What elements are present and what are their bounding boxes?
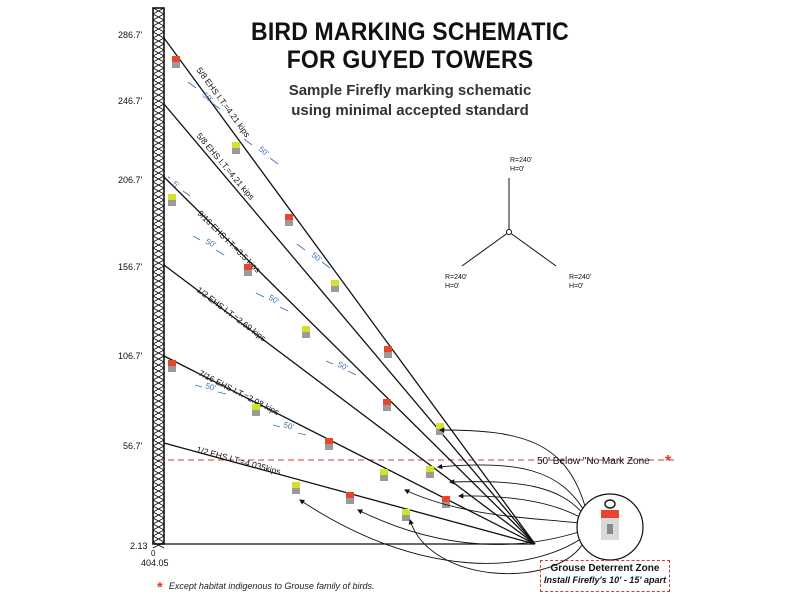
height-label-base: 2.13 bbox=[130, 541, 148, 551]
height-label-156: 156.7' bbox=[118, 262, 143, 272]
firefly-marker bbox=[346, 492, 354, 504]
pointer-arrow bbox=[436, 463, 586, 513]
footnote-star: * bbox=[157, 579, 163, 596]
firefly-marker bbox=[426, 466, 434, 478]
pointer-arrow bbox=[457, 493, 586, 521]
spacing-labels: 50' 50' 5' 50' 50' 50' 50' 50' 50' bbox=[171, 90, 350, 431]
firefly-marker bbox=[383, 399, 391, 411]
firefly-marker bbox=[252, 404, 260, 416]
firefly-marker bbox=[380, 469, 388, 481]
height-label-106: 106.7' bbox=[118, 351, 143, 361]
firefly-marker bbox=[168, 194, 176, 206]
firefly-marker bbox=[292, 482, 300, 494]
plan-label-left-r: R=240' bbox=[445, 274, 467, 281]
pointer-arrow bbox=[448, 479, 586, 517]
title-line-1: BIRD MARKING SCHEMATIC bbox=[251, 18, 569, 46]
footnote-text: Except habitat indigenous to Grouse fami… bbox=[168, 581, 375, 591]
spacing-label: 5' bbox=[171, 179, 181, 190]
spacing-label: 50' bbox=[267, 293, 281, 306]
plan-label-top-r: R=240' bbox=[510, 157, 532, 164]
height-labels: 286.7' 246.7' 206.7' 156.7' 106.7' 56.7'… bbox=[118, 30, 169, 568]
firefly-marker bbox=[244, 264, 252, 276]
wire-labels: 5/8 EHS I.T.=4.21 kips 5/8 EHS I.T.=4.21… bbox=[194, 65, 281, 476]
firefly-marker bbox=[402, 509, 410, 521]
plan-label-top-h: H=0' bbox=[510, 166, 524, 173]
pointer-arrow bbox=[438, 427, 586, 507]
spacing-arrows bbox=[167, 81, 357, 436]
firefly-marker bbox=[325, 438, 333, 450]
grouse-deterrent-zone-box: Grouse Deterrent Zone Install Firefly's … bbox=[540, 560, 670, 592]
guy-wires bbox=[163, 37, 536, 545]
firefly-marker bbox=[172, 56, 180, 68]
guy-wire-3 bbox=[163, 176, 536, 545]
height-label-206: 206.7' bbox=[118, 175, 143, 185]
spacing-label: 50' bbox=[282, 420, 295, 432]
pointer-arrow bbox=[408, 518, 586, 575]
firefly-marker bbox=[285, 214, 293, 226]
firefly-marker bbox=[384, 346, 392, 358]
subtitle-line-1: Sample Firefly marking schematic bbox=[288, 82, 532, 99]
plan-view-diagram bbox=[461, 178, 557, 267]
title-line-2: FOR GUYED TOWERS bbox=[286, 46, 534, 74]
guy-wire-2 bbox=[163, 103, 536, 545]
firefly-detail-circle bbox=[576, 493, 644, 561]
footnote: * Except habitat indigenous to Grouse fam… bbox=[157, 579, 374, 596]
firefly-marker bbox=[232, 142, 240, 154]
height-label-286: 286.7' bbox=[118, 30, 143, 40]
spacing-label: 50' bbox=[257, 144, 271, 158]
tower-mast bbox=[152, 7, 165, 549]
spacing-label: 50' bbox=[204, 237, 218, 250]
spacing-label: 50' bbox=[204, 381, 217, 393]
firefly-marker bbox=[442, 496, 450, 508]
plan-label-left-h: H=0' bbox=[445, 283, 459, 290]
firefly-marker bbox=[436, 423, 444, 435]
firefly-marker bbox=[302, 326, 310, 338]
height-label-246: 246.7' bbox=[118, 96, 143, 106]
pointer-arrow bbox=[357, 509, 586, 545]
firefly-marker bbox=[331, 280, 339, 292]
grouse-zone-subtitle: Install Firefly's 10' - 15' apart bbox=[544, 575, 666, 585]
pointer-arrow bbox=[404, 489, 586, 525]
guy-wire-4 bbox=[163, 264, 536, 545]
subtitle-line-2: using minimal accepted standard bbox=[291, 102, 529, 119]
wire-label-5: 7/16 EHS I.T.=2.08 kips bbox=[197, 368, 281, 417]
base-distance-label: 404.05 bbox=[141, 558, 169, 568]
pointer-arrows bbox=[299, 427, 586, 575]
no-mark-zone-star: * bbox=[665, 453, 672, 470]
no-mark-zone-label: 50' Below "No Mark Zone bbox=[537, 456, 650, 467]
plan-view-labels: R=240' H=0' R=240' H=0' R=240' H=0' bbox=[445, 157, 591, 290]
firefly-marker bbox=[168, 360, 176, 372]
guy-wire-1 bbox=[163, 37, 536, 545]
pointer-arrow bbox=[299, 499, 586, 564]
grouse-zone-title: Grouse Deterrent Zone bbox=[550, 563, 660, 574]
plan-label-right-r: R=240' bbox=[569, 274, 591, 281]
guy-wire-5 bbox=[163, 355, 536, 545]
plan-label-right-h: H=0' bbox=[569, 283, 583, 290]
spacing-label: 50' bbox=[336, 360, 350, 373]
base-marker: 0 bbox=[151, 549, 156, 558]
height-label-56: 56.7' bbox=[123, 441, 143, 451]
